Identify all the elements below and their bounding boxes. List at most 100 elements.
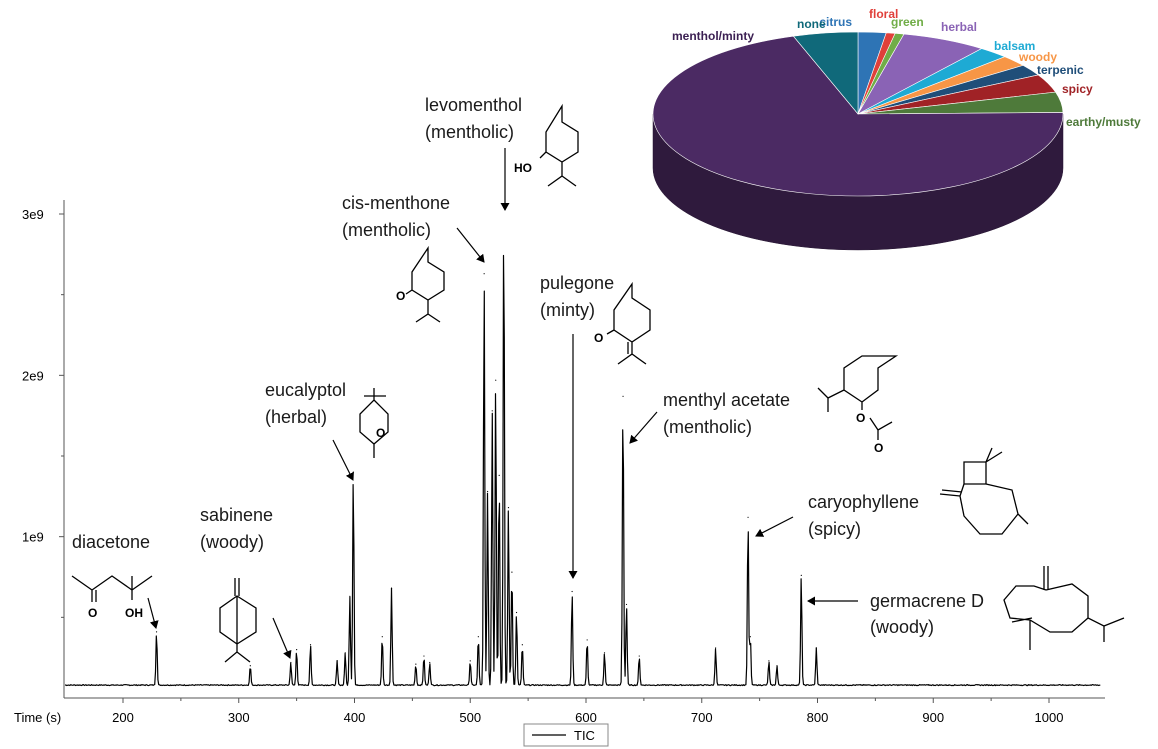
- tic-peak: [622, 395, 624, 397]
- annotation-arrow: [629, 411, 658, 444]
- sabinene-structure: [219, 578, 257, 663]
- tic-peak: [290, 661, 292, 664]
- svg-text:(herbal): (herbal): [265, 407, 327, 427]
- y-tick-label: 2e9: [22, 368, 44, 383]
- svg-text:(woody): (woody): [870, 617, 934, 637]
- x-tick-label: 600: [575, 710, 597, 725]
- svg-text:levomenthol: levomenthol: [425, 95, 522, 115]
- tic-peak: [495, 379, 497, 381]
- tic-peak: [749, 636, 751, 638]
- pulegone-structure: O: [594, 281, 651, 365]
- tic-peak: [352, 471, 354, 473]
- pie-slice-label: terpenic: [1037, 63, 1084, 77]
- tic-peak: [423, 655, 425, 657]
- tic-peak: [155, 631, 158, 633]
- tic-peak: [390, 587, 393, 589]
- pie-slice-label: none: [797, 17, 826, 31]
- y-tick-label: 3e9: [22, 207, 44, 222]
- svg-text:menthyl acetate: menthyl acetate: [663, 390, 790, 410]
- tic-peak: [815, 647, 817, 649]
- svg-text:O: O: [376, 426, 385, 440]
- annotation-cis-menthone: cis-menthone (mentholic): [342, 193, 485, 263]
- svg-text:sabinene: sabinene: [200, 505, 273, 525]
- pie-slice-label: woody: [1018, 50, 1057, 64]
- tic-peak: [309, 644, 312, 646]
- legend: TIC: [523, 723, 609, 747]
- tic-peak: [511, 571, 513, 573]
- svg-text:pulegone: pulegone: [540, 273, 614, 293]
- svg-text:O: O: [594, 331, 603, 345]
- pie-slice-label: earthy/musty: [1066, 115, 1141, 129]
- tic-peak: [776, 665, 778, 667]
- tic-peak: [625, 603, 628, 606]
- svg-text:(mentholic): (mentholic): [425, 122, 514, 142]
- cis-menthone-structure: O: [396, 245, 445, 323]
- tic-peak: [571, 590, 573, 593]
- pie-slice-label: green: [891, 15, 924, 29]
- pie-slice-label: balsam: [994, 39, 1035, 53]
- annotation-arrow: [272, 617, 292, 659]
- annotation-menthyl-acetate: menthyl acetate (mentholic): [629, 390, 790, 444]
- svg-text:OH: OH: [125, 606, 143, 620]
- tic-peak: [415, 663, 417, 665]
- tic-peak: [521, 644, 523, 646]
- tic-peak: [491, 410, 493, 412]
- x-tick-label: 900: [922, 710, 944, 725]
- tic-peak: [477, 636, 479, 638]
- annotation-arrow: [456, 227, 485, 263]
- tic-peak: [507, 507, 510, 509]
- tic-peak: [498, 474, 500, 476]
- tic-peak: [800, 574, 802, 576]
- tic-peak: [344, 652, 346, 654]
- pie-slice-label: citrus: [819, 15, 852, 29]
- svg-text:O: O: [396, 289, 405, 303]
- annotation-arrow: [332, 439, 354, 481]
- pie-slice-label: floral: [869, 7, 898, 21]
- x-tick-label: 200: [112, 710, 134, 725]
- pie-slice-label: menthol/minty: [672, 29, 754, 43]
- tic-peak: [715, 647, 717, 649]
- annotation-caryophyllene: caryophyllene (spicy): [755, 492, 919, 539]
- menthyl-acetate-structure: O O: [817, 355, 899, 455]
- diacetone-structure: O OH: [71, 575, 153, 620]
- tic-peak: [487, 490, 489, 493]
- tic-peak: [381, 636, 383, 638]
- svg-text:(mentholic): (mentholic): [663, 417, 752, 437]
- svg-text:HO: HO: [514, 161, 532, 175]
- tic-peak: [483, 273, 485, 275]
- tic-peak: [503, 206, 505, 209]
- annotation-eucalyptol: eucalyptol (herbal): [265, 380, 354, 481]
- svg-text:(mentholic): (mentholic): [342, 220, 431, 240]
- annotation-pulegone: pulegone (minty): [540, 273, 614, 579]
- x-tick-label: 500: [459, 710, 481, 725]
- svg-text:(spicy): (spicy): [808, 519, 861, 539]
- tic-peak: [349, 595, 351, 597]
- svg-text:O: O: [856, 411, 865, 425]
- svg-text:(woody): (woody): [200, 532, 264, 552]
- germacrene-d-structure: [1003, 566, 1125, 650]
- pie-slice: [792, 31, 859, 115]
- tic-peak: [336, 660, 338, 662]
- x-axis-ticks: 200 300 400 500 600 700 800 900 1000: [112, 698, 1063, 725]
- eucalyptol-structure: O: [359, 388, 389, 458]
- tic-peak: [515, 611, 518, 614]
- pie-slice: [652, 35, 1064, 197]
- pie-top-face: [652, 31, 1064, 197]
- tic-peak: [249, 665, 251, 667]
- tic-peak: [638, 655, 640, 657]
- tic-peak: [603, 652, 606, 654]
- tic-peak: [296, 649, 298, 651]
- annotation-sabinene: sabinene (woody): [200, 505, 292, 659]
- svg-text:O: O: [88, 606, 97, 620]
- pie-slice-label: herbal: [941, 20, 977, 34]
- annotation-arrow: [755, 516, 794, 537]
- svg-text:O: O: [874, 441, 883, 455]
- svg-text:eucalyptol: eucalyptol: [265, 380, 346, 400]
- x-tick-label: 800: [807, 710, 829, 725]
- tic-peak: [429, 661, 431, 664]
- svg-text:germacrene D: germacrene D: [870, 591, 984, 611]
- legend-label: TIC: [574, 728, 595, 743]
